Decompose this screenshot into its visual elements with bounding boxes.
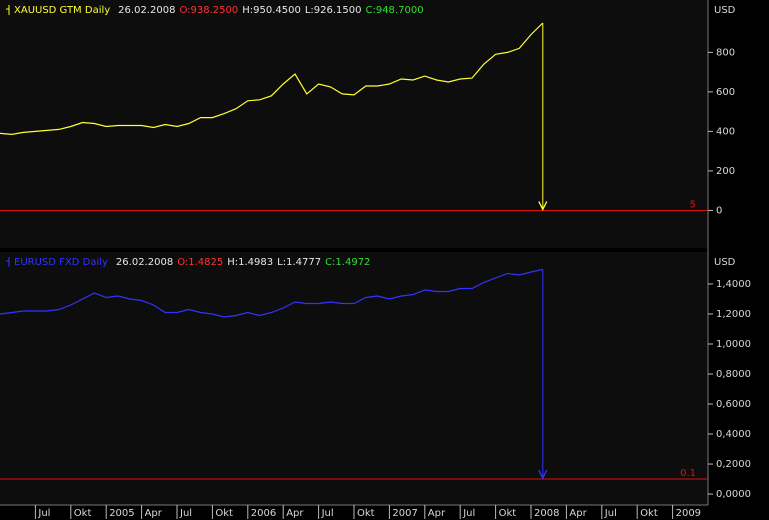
y-unit: USD bbox=[714, 257, 736, 268]
x-tick-label: Jul bbox=[462, 508, 475, 519]
x-tick-label: Apr bbox=[569, 508, 587, 519]
header-high: H:1.4983 bbox=[227, 257, 273, 268]
y-tick-label: 1,0000 bbox=[716, 339, 751, 350]
header-date: 26.02.2008 bbox=[118, 5, 175, 16]
plot-area bbox=[0, 252, 708, 505]
y-tick-label: 0,4000 bbox=[716, 429, 751, 440]
header-low: L:1.4777 bbox=[277, 257, 321, 268]
y-tick-label: 0 bbox=[716, 205, 722, 216]
x-tick-label: Okt bbox=[74, 508, 92, 519]
header-close: C:1.4972 bbox=[325, 257, 370, 268]
x-tick-label: Jul bbox=[179, 508, 192, 519]
x-tick-label: Apr bbox=[145, 508, 163, 519]
x-tick-label: 2009 bbox=[676, 508, 701, 519]
arrow-head bbox=[538, 469, 548, 480]
y-tick-label: 1,2000 bbox=[716, 309, 751, 320]
y-tick-label: 600 bbox=[716, 87, 735, 98]
plot-area bbox=[0, 0, 708, 248]
reference-label: 5 bbox=[690, 199, 696, 210]
x-tick-label: Jul bbox=[604, 508, 617, 519]
series-line bbox=[0, 268, 543, 318]
arrow-head bbox=[538, 201, 548, 211]
y-tick-label: 200 bbox=[716, 166, 735, 177]
header-high: H:950.4500 bbox=[242, 5, 301, 16]
header-open: O:1.4825 bbox=[177, 257, 223, 268]
series-line bbox=[0, 22, 544, 136]
x-tick-label: Jul bbox=[321, 508, 334, 519]
header-date: 26.02.2008 bbox=[116, 257, 173, 268]
x-tick-label: 2005 bbox=[109, 508, 134, 519]
header-symbol: XAUUSD GTM Daily bbox=[14, 5, 110, 16]
reference-label: 0.1 bbox=[680, 468, 696, 479]
x-tick-label: Apr bbox=[428, 508, 446, 519]
y-tick-label: 0,6000 bbox=[716, 399, 751, 410]
x-tick-label: Okt bbox=[215, 508, 233, 519]
x-tick-label: 2006 bbox=[251, 508, 276, 519]
header-symbol: EURUSD FXD Daily bbox=[14, 257, 108, 268]
y-tick-label: 0,0000 bbox=[716, 489, 751, 500]
x-tick-label: 2008 bbox=[534, 508, 559, 519]
header-low: L:926.1500 bbox=[305, 5, 362, 16]
y-tick-label: 1,4000 bbox=[716, 279, 751, 290]
x-tick-label: Okt bbox=[640, 508, 658, 519]
header-open: O:938.2500 bbox=[179, 5, 238, 16]
y-tick-label: 400 bbox=[716, 126, 735, 137]
x-tick-label: Apr bbox=[286, 508, 304, 519]
x-tick-label: Okt bbox=[499, 508, 517, 519]
y-tick-label: 0,2000 bbox=[716, 459, 751, 470]
x-tick-label: Jul bbox=[37, 508, 50, 519]
header-close: C:948.7000 bbox=[365, 5, 423, 16]
y-tick-label: 800 bbox=[716, 47, 735, 58]
x-tick-label: 2007 bbox=[392, 508, 417, 519]
x-tick-label: Okt bbox=[357, 508, 375, 519]
y-unit: USD bbox=[714, 5, 736, 16]
y-tick-label: 0,8000 bbox=[716, 369, 751, 380]
